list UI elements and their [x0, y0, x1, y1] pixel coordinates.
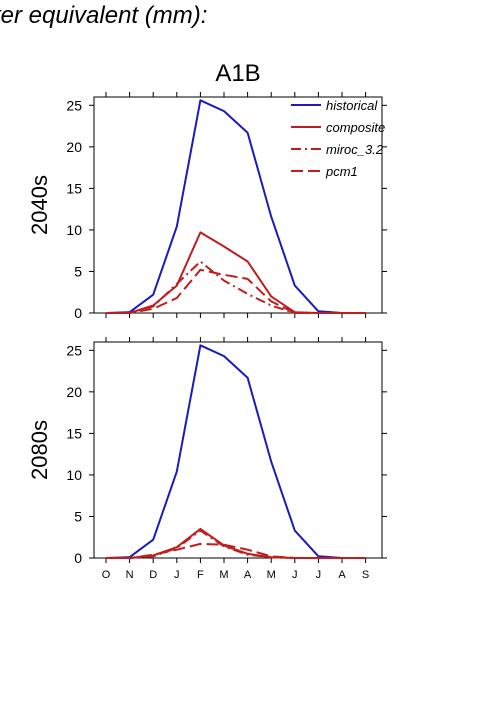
series-line-miroc-3-2 [106, 260, 366, 314]
y-tick-label: 5 [74, 508, 82, 524]
series-line-pcm1 [106, 268, 366, 314]
y-tick-label: 0 [74, 305, 82, 321]
chart-title: A1B [215, 60, 260, 87]
legend-label: miroc_3.2 [326, 142, 384, 157]
x-tick-label: S [362, 569, 369, 581]
x-tick-label: A [244, 569, 252, 581]
plot-frame [93, 341, 383, 559]
series-line-historical [105, 344, 366, 559]
y-tick-label: 10 [66, 222, 82, 238]
y-axis-label: 2080s [27, 420, 52, 480]
series-line-pcm1 [106, 542, 366, 559]
chart-panel-1: 0 5 10 15 20 25 2040s historical composite miroc_… [27, 92, 387, 321]
x-tick-label: M [267, 569, 276, 581]
chart-panel-2: 0 5 10 15 20 25 2080s [27, 337, 387, 566]
x-tick-label: J [174, 569, 180, 581]
y-tick-label: 15 [66, 180, 82, 196]
y-tick-label: 5 [74, 263, 82, 279]
series-line-miroc-3-2 [106, 529, 366, 559]
series-line-historical [105, 99, 366, 314]
y-tick-label: 20 [66, 384, 82, 400]
legend: historical composite miroc_3.2 pcm1 [291, 98, 385, 179]
page-title: ter equivalent (mm): [0, 2, 208, 29]
x-tick-label: J [292, 569, 298, 581]
legend-label: pcm1 [325, 164, 358, 179]
y-tick-label: 0 [74, 550, 82, 566]
x-tick-label: O [102, 569, 111, 581]
x-tick-label: A [338, 569, 346, 581]
legend-label: historical [326, 98, 378, 113]
y-tick-label: 25 [66, 342, 82, 358]
y-tick-label: 15 [66, 425, 82, 441]
x-tick-label: F [197, 569, 204, 581]
y-tick-label: 10 [66, 467, 82, 483]
x-tick-label: D [149, 569, 157, 581]
series-line-composite [106, 527, 366, 559]
y-axis-label: 2040s [27, 175, 52, 235]
x-tick-label: N [126, 569, 134, 581]
x-tick-label: J [316, 569, 322, 581]
y-tick-label: 25 [66, 97, 82, 113]
plot-frame [93, 96, 383, 314]
legend-label: composite [326, 120, 385, 135]
y-tick-label: 20 [66, 139, 82, 155]
x-tick-label: M [219, 569, 228, 581]
